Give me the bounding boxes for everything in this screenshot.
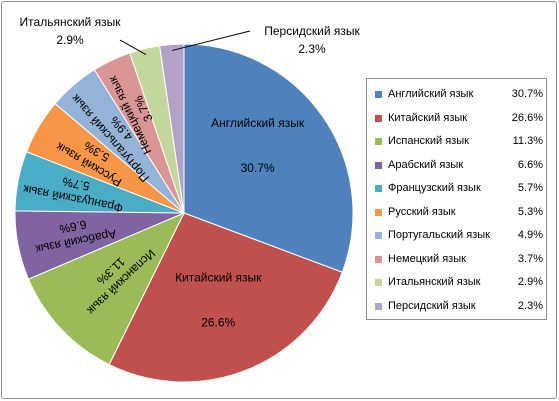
legend-value: 26.6% <box>511 111 543 124</box>
legend-name: Итальянский язык <box>388 276 481 288</box>
legend-value: 2.3% <box>517 299 543 312</box>
pie-slice-2 <box>108 212 343 383</box>
legend-value: 5.3% <box>517 205 543 218</box>
legend-swatch <box>375 279 382 286</box>
slice-value-label: 6.6% <box>58 217 88 236</box>
leader-line <box>172 30 251 51</box>
legend-swatch <box>375 114 382 122</box>
legend-item: Арабский язык 6.6% <box>375 158 545 174</box>
legend-item: Китайский язык 26.6% <box>375 111 545 127</box>
legend-swatch <box>375 302 382 310</box>
legend-swatch <box>375 255 382 263</box>
legend-swatch <box>375 208 382 216</box>
slice-value-label: 30.7% <box>241 161 275 175</box>
legend-value: 4.9% <box>517 229 543 241</box>
legend-value: 11.3% <box>512 135 543 147</box>
legend-item: Немецкий язык 3.7% <box>375 252 545 268</box>
pie-slices <box>14 43 354 383</box>
chart-legend: Английский язык 30.7% Китайский язык 26.6% И… <box>366 78 547 320</box>
legend-value: 5.7% <box>517 182 543 194</box>
slice-name-label: Английский язык <box>211 116 305 130</box>
legend-name: Немецкий язык <box>388 252 466 265</box>
slice-value-label: 5.7% <box>61 174 91 193</box>
legend-item: Английский язык 30.7% <box>375 87 545 103</box>
legend-name: Французский язык <box>388 182 481 194</box>
legend-item: Итальянский язык 2.9% <box>375 275 545 291</box>
legend-name: Китайский язык <box>388 111 468 124</box>
legend-name: Испанский язык <box>388 135 469 147</box>
pie-slice-1 <box>183 43 354 273</box>
slice-value-label: 2.3% <box>298 42 326 56</box>
slice-value-label: 26.6% <box>201 315 235 329</box>
legend-swatch <box>375 91 382 98</box>
legend-value: 6.6% <box>517 158 543 171</box>
legend-name: Арабский язык <box>388 158 464 171</box>
legend-name: Португальский язык <box>388 229 490 241</box>
legend-value: 30.7% <box>511 88 543 100</box>
legend-item: Персидский язык 2.3% <box>375 299 545 315</box>
slice-name-label: Китайский язык <box>175 270 262 284</box>
legend-swatch <box>375 161 382 169</box>
legend-name: Персидский язык <box>388 299 476 312</box>
leader-line <box>119 39 147 55</box>
legend-item: Испанский язык 11.3% <box>375 134 545 150</box>
pie-slice-10 <box>159 43 185 214</box>
legend-item: Французский язык 5.7% <box>375 181 545 197</box>
slice-name-label: Итальянский язык <box>20 15 122 29</box>
legend-name: Русский язык <box>388 205 456 218</box>
legend-item: Португальский язык 4.9% <box>375 228 545 244</box>
leader-lines <box>119 30 251 55</box>
slice-value-label: 2.9% <box>56 33 84 47</box>
legend-swatch <box>375 232 382 239</box>
legend-swatch <box>375 185 382 192</box>
pie-slice-3 <box>27 212 186 366</box>
legend-name: Английский язык <box>388 88 474 100</box>
slice-name-label: Персидский язык <box>264 24 360 38</box>
legend-item: Русский язык 5.3% <box>375 205 545 221</box>
legend-value: 3.7% <box>517 252 543 265</box>
legend-value: 2.9% <box>517 276 543 288</box>
legend-swatch <box>375 138 382 145</box>
